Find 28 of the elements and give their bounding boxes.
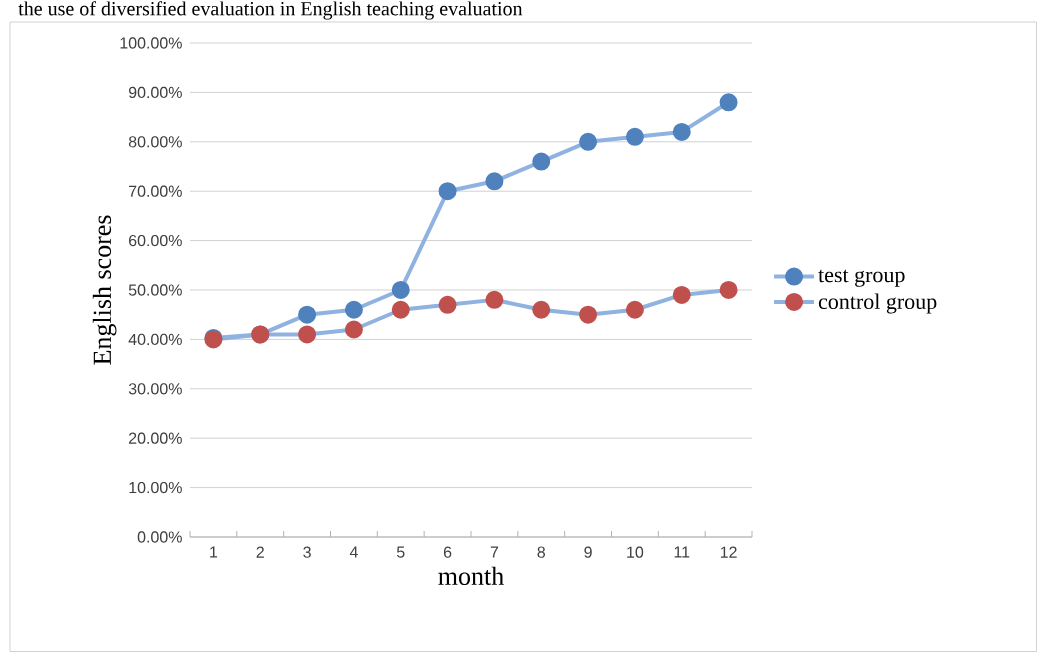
x-tick-label: 7 (490, 546, 499, 558)
y-tick-label: 100.00% (120, 37, 182, 49)
x-tick-label: 8 (537, 546, 546, 558)
x-tick-label: 1 (210, 546, 218, 558)
y-tick-label: 40.00% (128, 333, 182, 346)
y-tick-label: 10.00% (129, 481, 182, 494)
x-tick-label: 6 (443, 546, 452, 558)
y-tick-label: 30.00% (128, 383, 182, 395)
y-tick-label: 20.00% (129, 432, 182, 444)
x-tick-label: 9 (584, 546, 592, 558)
text: the use of diversified evaluation in English teaching evaluation (18, 1, 523, 20)
legend-label: control group (818, 293, 937, 314)
x-tick-label: 3 (303, 546, 311, 558)
x-tick-label: 12 (720, 546, 737, 558)
y-tick-label: 70.00% (129, 185, 182, 197)
x-tick-label: 2 (256, 546, 264, 558)
x-tick-label: 5 (396, 546, 405, 558)
y-axis-title: English scores (92, 215, 117, 365)
x-tick-label: 10 (627, 546, 644, 558)
y-tick-label: 50.00% (128, 284, 182, 296)
y-tick-label: 0.00% (137, 531, 182, 543)
x-tick-label: 4 (349, 546, 358, 558)
x-tick-label: 11 (674, 546, 690, 558)
y-tick-label: 60.00% (129, 234, 182, 247)
y-tick-label: 90.00% (128, 86, 182, 99)
x-axis-title: month (438, 566, 504, 585)
y-tick-label: 80.00% (128, 136, 182, 148)
legend-label: test group (818, 269, 905, 287)
